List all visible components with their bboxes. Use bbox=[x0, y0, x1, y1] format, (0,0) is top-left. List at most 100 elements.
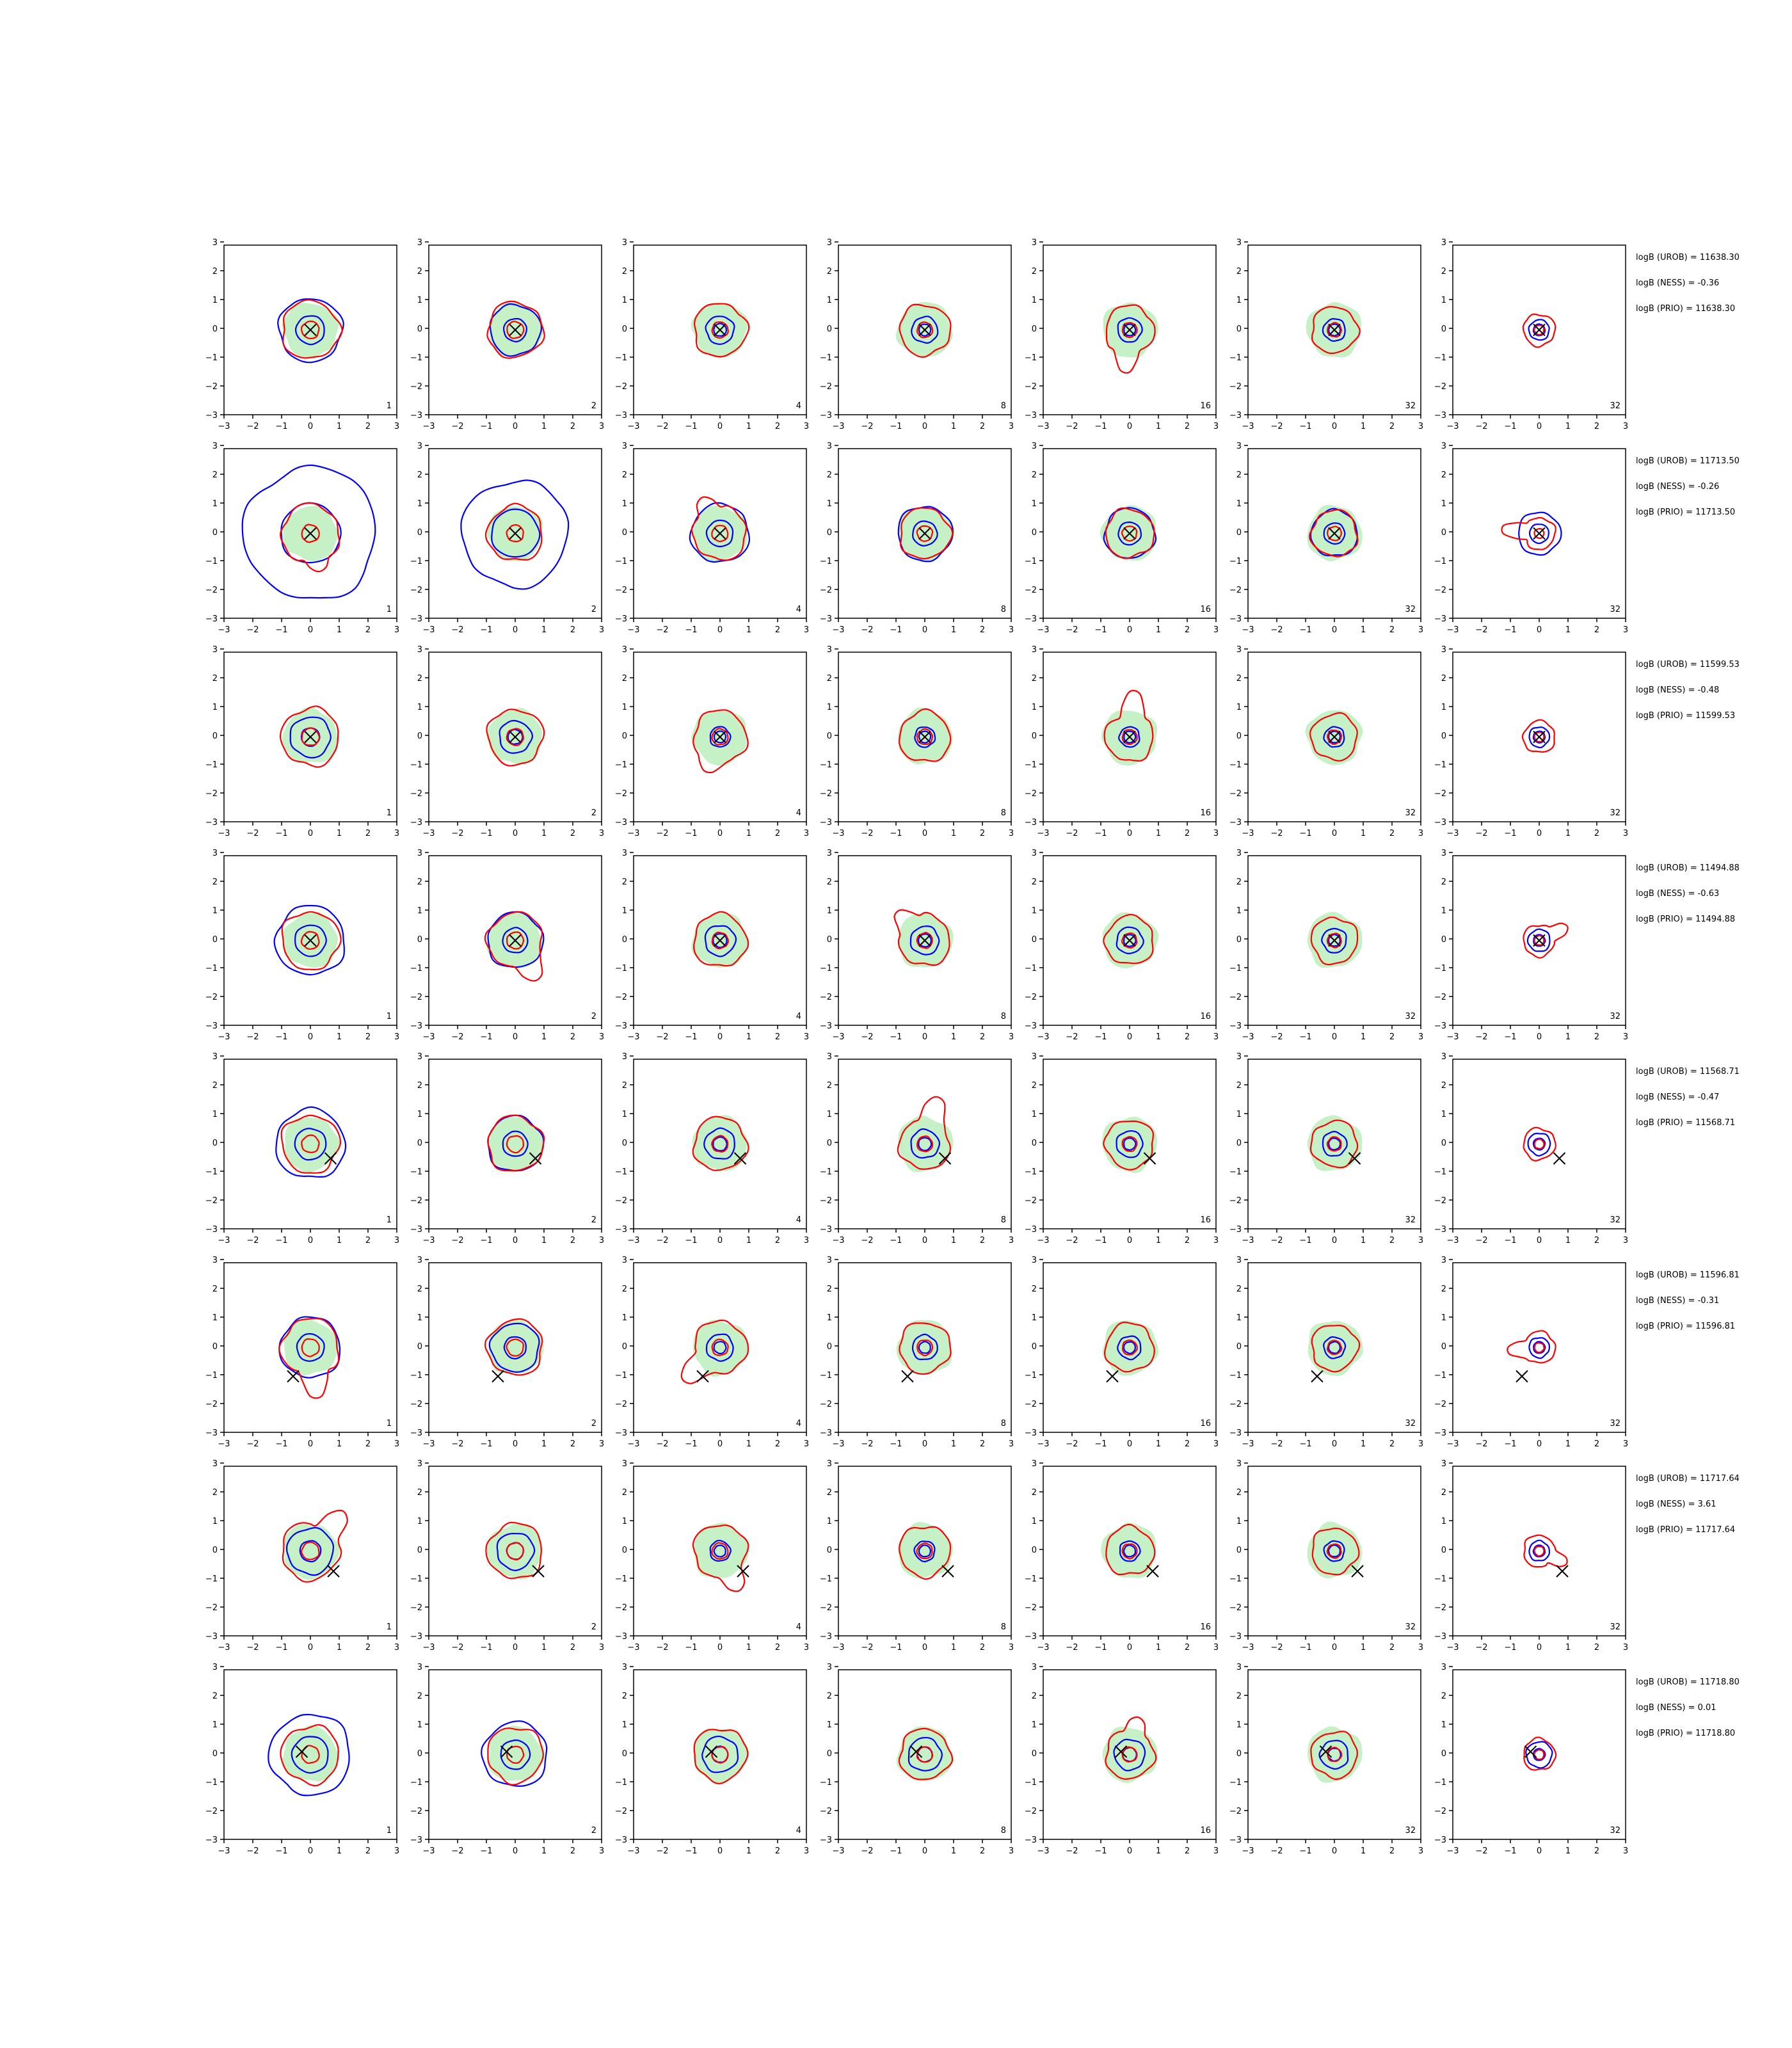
red-contour-outer bbox=[1523, 1534, 1568, 1568]
panel-count-label: 4 bbox=[796, 605, 801, 614]
y-tick-label: −3 bbox=[1229, 1632, 1242, 1642]
y-tick-label: −3 bbox=[1025, 1632, 1037, 1642]
y-tick-label: −1 bbox=[410, 1371, 422, 1380]
row-stat-line: logB (UROB) = 11494.88 bbox=[1636, 863, 1740, 873]
true-point-marker bbox=[705, 1745, 718, 1758]
x-tick-label: 2 bbox=[1185, 1236, 1190, 1245]
row-stat-line: logB (PRIO) = 11568.71 bbox=[1636, 1118, 1736, 1128]
blue-contour-inner bbox=[1123, 323, 1137, 337]
true-point-marker bbox=[1146, 1565, 1159, 1578]
red-contour-inner bbox=[1533, 1546, 1545, 1557]
sample-density-fill bbox=[488, 1318, 544, 1374]
y-tick-label: −2 bbox=[1229, 993, 1242, 1002]
y-tick-label: −1 bbox=[820, 760, 832, 770]
y-tick-label: 1 bbox=[827, 906, 832, 916]
blue-contour-outer bbox=[1116, 926, 1144, 954]
y-tick-label: −1 bbox=[1229, 964, 1242, 973]
y-tick-label: −1 bbox=[1229, 1778, 1242, 1788]
y-tick-label: 1 bbox=[622, 1110, 627, 1119]
x-tick-label: −3 bbox=[627, 1032, 639, 1042]
y-tick-label: −3 bbox=[1434, 1632, 1446, 1642]
y-tick-label: 0 bbox=[622, 1139, 627, 1148]
red-contour-outer bbox=[692, 1524, 749, 1592]
x-tick-label: 1 bbox=[541, 829, 547, 838]
row-stat-line: logB (UROB) = 11638.30 bbox=[1636, 253, 1740, 262]
x-tick-label: 2 bbox=[570, 1643, 575, 1652]
red-contour-inner bbox=[301, 524, 320, 543]
panel-count-label: 2 bbox=[591, 605, 596, 614]
y-tick-label: −1 bbox=[205, 1778, 218, 1788]
y-tick-label: 3 bbox=[417, 1663, 422, 1672]
y-tick-label: 2 bbox=[622, 267, 627, 276]
x-tick-label: −1 bbox=[1504, 625, 1516, 635]
panel-r2-c1: −3−3 −2 −2 −1 −1 0 0 1 1 2 2 3 3 1 bbox=[205, 442, 399, 635]
x-tick-label: 3 bbox=[1009, 1032, 1014, 1042]
x-tick-label: 0 bbox=[1127, 625, 1132, 635]
y-tick-label: −3 bbox=[615, 1021, 627, 1031]
y-tick-label: 3 bbox=[1236, 1663, 1242, 1672]
y-tick-label: −3 bbox=[1229, 1836, 1242, 1845]
x-tick-label: 3 bbox=[1213, 1439, 1219, 1449]
y-tick-label: −1 bbox=[1229, 1574, 1242, 1584]
y-tick-label: 0 bbox=[1236, 1546, 1242, 1555]
panel-count-label: 2 bbox=[591, 1826, 596, 1836]
x-tick-label: −3 bbox=[1037, 1846, 1049, 1856]
y-tick-label: 0 bbox=[212, 1546, 218, 1555]
x-tick-label: 2 bbox=[775, 1439, 780, 1449]
blue-contour-outer bbox=[1113, 1738, 1146, 1772]
true-point-marker bbox=[1516, 1370, 1528, 1383]
y-tick-label: −1 bbox=[1434, 557, 1446, 566]
x-tick-label: 0 bbox=[1127, 829, 1132, 838]
panel-r1-c5: −3−3 −2 −2 −1 −1 0 0 1 1 2 2 3 3 16 bbox=[1025, 238, 1219, 431]
y-tick-label: 1 bbox=[1236, 906, 1242, 916]
x-tick-label: −1 bbox=[1299, 1236, 1311, 1245]
y-tick-label: −1 bbox=[410, 1167, 422, 1177]
x-tick-label: −3 bbox=[218, 1439, 230, 1449]
sample-density-fill bbox=[1103, 302, 1158, 358]
blue-contour-outer bbox=[1103, 507, 1157, 559]
red-contour-inner bbox=[1326, 525, 1342, 541]
x-tick-label: −2 bbox=[1270, 1032, 1283, 1042]
y-tick-label: −2 bbox=[410, 1603, 422, 1613]
x-tick-label: 3 bbox=[599, 422, 604, 431]
x-tick-label: 2 bbox=[1594, 1643, 1599, 1652]
x-tick-label: 3 bbox=[1623, 1032, 1628, 1042]
x-tick-label: 2 bbox=[1594, 829, 1599, 838]
true-point-marker bbox=[509, 527, 522, 540]
x-tick-label: 1 bbox=[337, 1032, 342, 1042]
blue-contour-inner bbox=[507, 728, 524, 745]
x-tick-label: 1 bbox=[746, 1236, 751, 1245]
y-tick-label: −1 bbox=[615, 1167, 627, 1177]
red-contour-outer bbox=[280, 1114, 341, 1174]
red-contour-inner bbox=[1533, 731, 1545, 743]
blue-contour-inner bbox=[294, 315, 325, 346]
y-tick-label: 1 bbox=[622, 1517, 627, 1526]
blue-contour-outer bbox=[1526, 928, 1551, 952]
y-tick-label: −2 bbox=[1229, 382, 1242, 392]
y-tick-label: −2 bbox=[1229, 1196, 1242, 1206]
x-tick-label: −1 bbox=[685, 1439, 697, 1449]
x-tick-label: 2 bbox=[1594, 422, 1599, 431]
x-tick-label: −1 bbox=[275, 625, 287, 635]
blue-contour-inner bbox=[502, 317, 527, 342]
panel-r2-c3: −3−3 −2 −2 −1 −1 0 0 1 1 2 2 3 3 4 bbox=[615, 442, 809, 635]
y-tick-label: 1 bbox=[1236, 703, 1242, 712]
y-tick-label: −2 bbox=[615, 586, 627, 595]
y-tick-label: −2 bbox=[820, 1196, 832, 1206]
x-tick-label: −3 bbox=[1446, 1846, 1459, 1856]
y-tick-label: 3 bbox=[212, 1256, 218, 1265]
red-contour-inner bbox=[1121, 932, 1138, 949]
x-tick-label: −1 bbox=[1504, 1643, 1516, 1652]
y-tick-label: −2 bbox=[410, 586, 422, 595]
y-tick-label: −2 bbox=[1025, 382, 1037, 392]
y-tick-label: 1 bbox=[827, 1110, 832, 1119]
panel-r5-c4: −3−3 −2 −2 −1 −1 0 0 1 1 2 2 3 3 8 bbox=[820, 1052, 1014, 1245]
y-tick-label: 0 bbox=[827, 1342, 832, 1352]
panel-count-label: 32 bbox=[1610, 1215, 1620, 1225]
true-point-marker bbox=[714, 527, 726, 540]
x-tick-label: 0 bbox=[922, 829, 927, 838]
y-tick-label: −1 bbox=[615, 1778, 627, 1788]
y-tick-label: −1 bbox=[410, 964, 422, 973]
blue-contour-inner bbox=[712, 933, 728, 948]
